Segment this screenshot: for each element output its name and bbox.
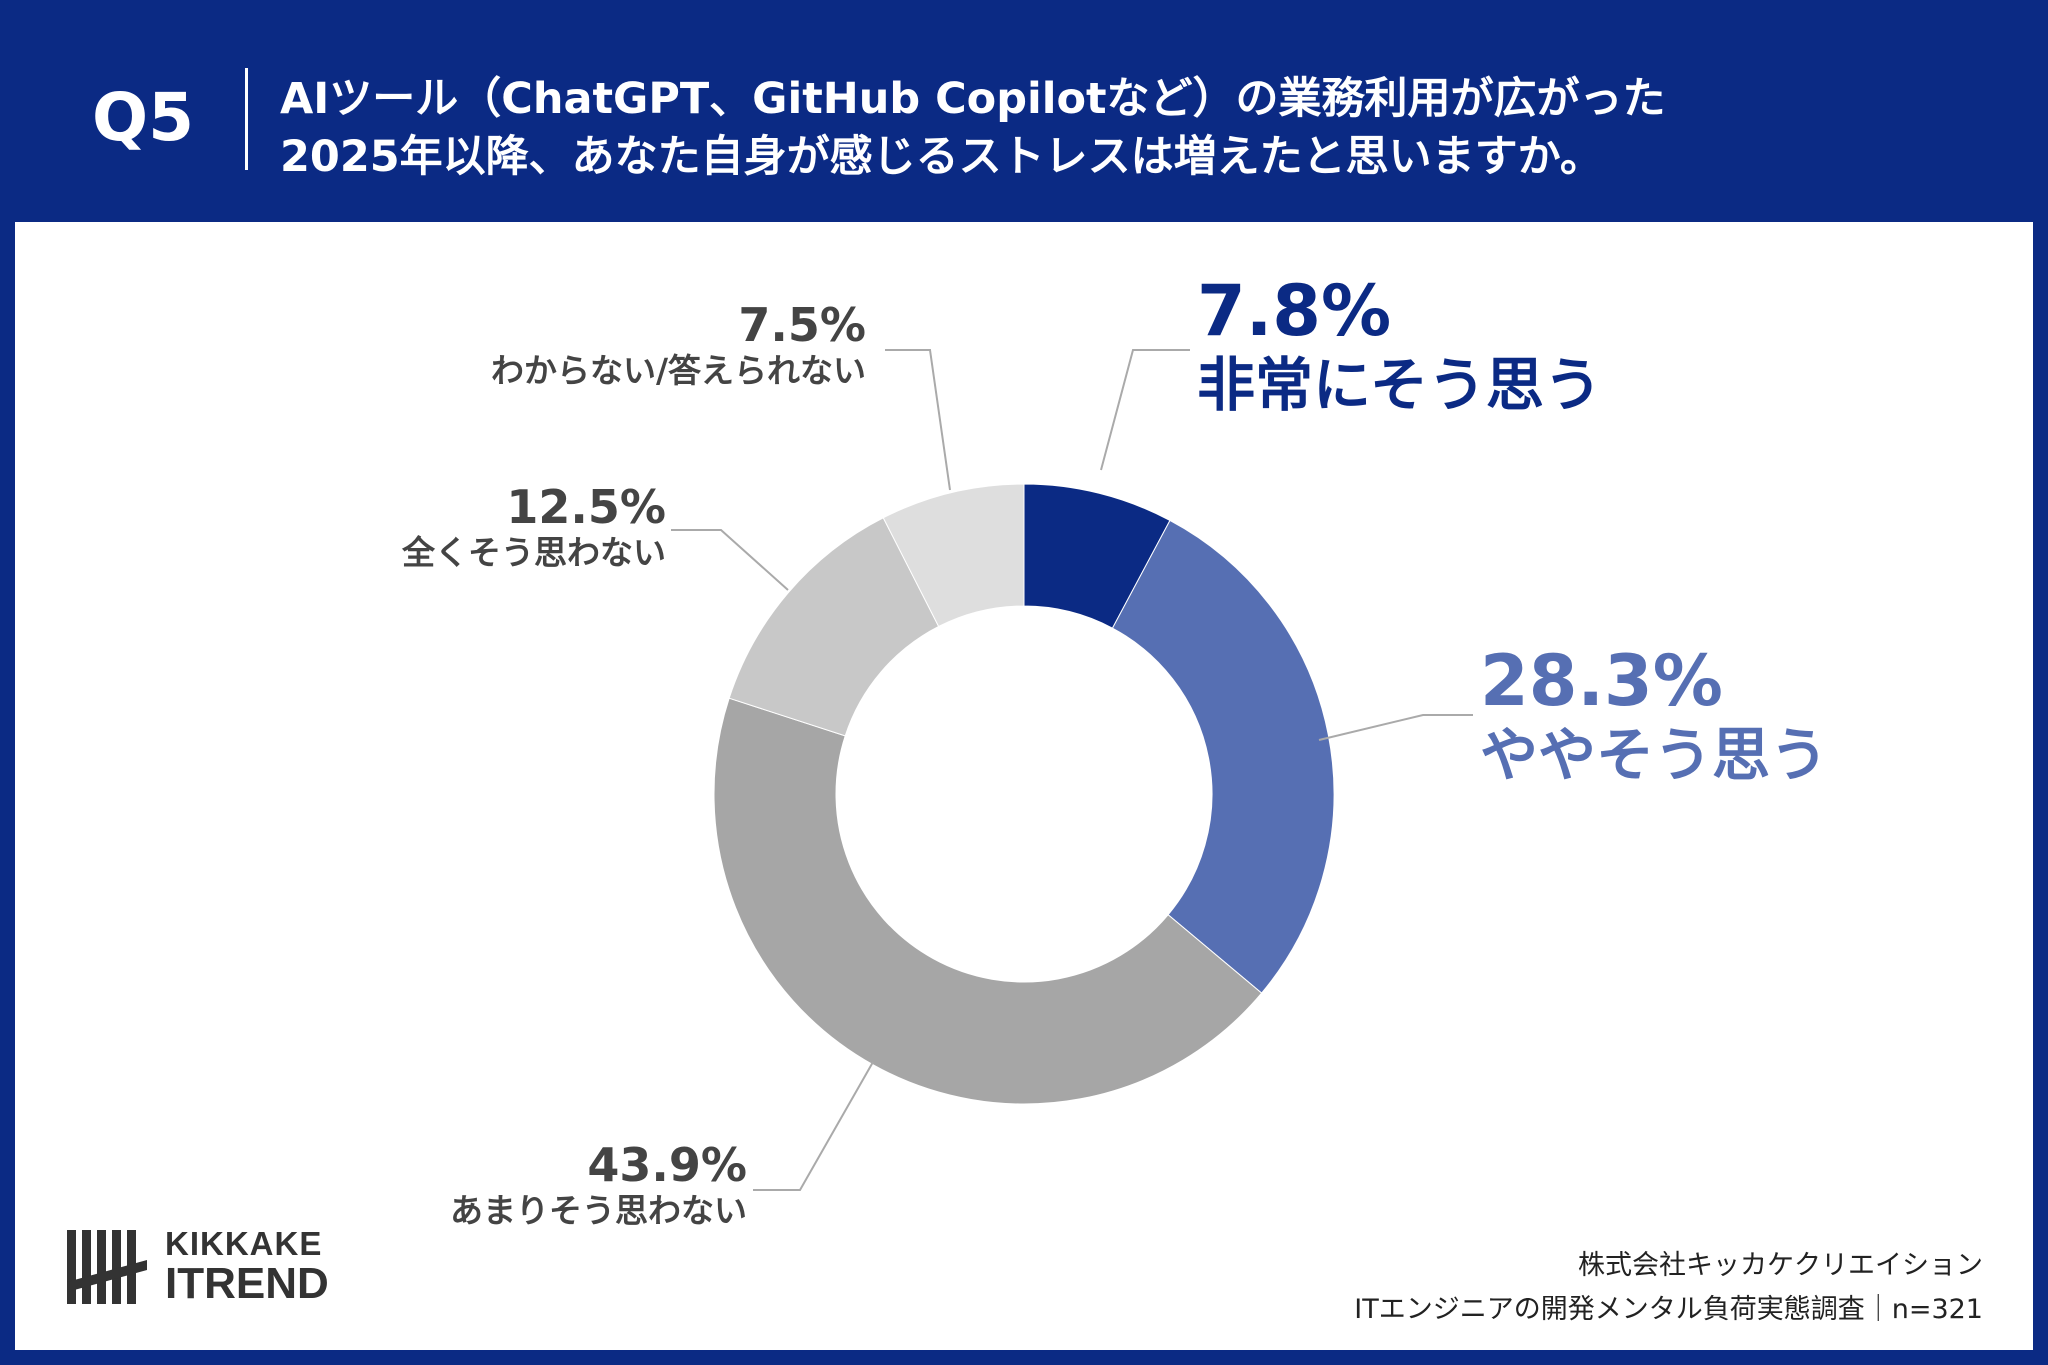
label-unknown-value: 7.5% [738,298,866,352]
label-not-at-all: 12.5% 全くそう思わない [402,482,666,574]
label-unknown-name: わからない/答えられない [490,351,866,390]
question-line-1: AIツール（ChatGPT、GitHub Copilotなど）の業務利用が広がっ… [280,74,1666,124]
question-number: Q5 [92,79,195,156]
label-strongly-agree-name: 非常にそう思う [1197,351,1602,419]
kikkake-itrend-logo: KIKKAKE ITREND [67,1222,329,1332]
label-somewhat-agree: 28.3% ややそう思う [1480,642,1828,790]
credit-survey: ITエンジニアの開発メンタル負荷実態調査｜n=321 [1354,1294,1983,1325]
leader-line-strongly-agree [1100,349,1190,471]
logo-mark-icon [67,1230,147,1304]
credit-company: 株式会社キッカケクリエイション [1578,1250,1983,1281]
leader-line-not-much [753,1061,874,1191]
question-line-2: 2025年以降、あなた自身が感じるストレスは増えたと思いますか。 [280,132,1603,182]
leader-line-not-at-all [671,529,789,591]
donut-chart [671,349,1473,1191]
label-strongly-agree: 7.8% 非常にそう思う [1197,272,1602,420]
leader-line-somewhat-agree [1318,714,1473,741]
label-not-much: 43.9% あまりそう思わない [450,1140,747,1232]
label-strongly-agree-value: 7.8% [1197,270,1392,352]
chart-panel: 7.8% 非常にそう思う 28.3% ややそう思う 43.9% あまりそう思わな… [15,222,2033,1350]
label-not-at-all-value: 12.5% [506,480,666,534]
label-not-much-name: あまりそう思わない [450,1191,747,1230]
question-text: AIツール（ChatGPT、GitHub Copilotなど）の業務利用が広がっ… [280,70,1980,186]
label-somewhat-agree-name: ややそう思う [1480,721,1829,789]
logo-line-2: ITREND [165,1259,329,1308]
credit: 株式会社キッカケクリエイション ITエンジニアの開発メンタル負荷実態調査｜n=3… [1354,1244,1983,1332]
slice-unknown [882,483,1025,628]
label-unknown: 7.5% わからない/答えられない [491,300,866,392]
header: Q5 AIツール（ChatGPT、GitHub Copilotなど）の業務利用が… [0,0,2048,222]
label-somewhat-agree-value: 28.3% [1480,640,1723,722]
label-not-at-all-name: 全くそう思わない [402,533,666,572]
label-not-much-value: 43.9% [587,1138,747,1192]
leader-line-unknown [885,349,951,491]
slice-not-much [713,697,1263,1105]
header-divider [245,68,248,170]
slice-somewhat-agree [1111,519,1335,994]
logo-line-1: KIKKAKE [165,1225,323,1262]
